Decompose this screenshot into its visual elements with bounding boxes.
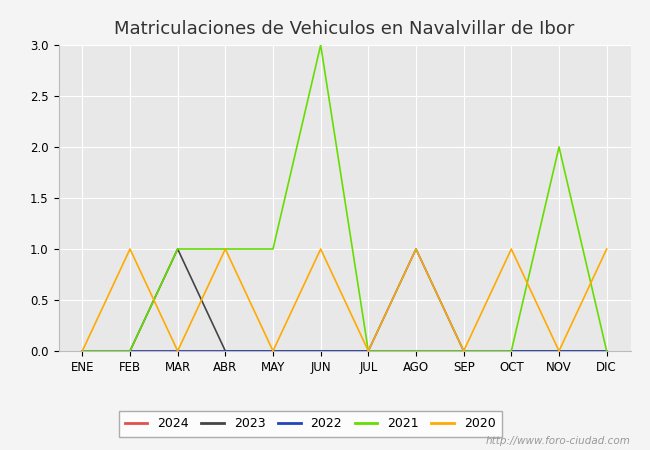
Line: 2020: 2020 (83, 249, 606, 351)
2021 (126, 348, 134, 354)
2021 (222, 246, 229, 252)
2023 (174, 246, 181, 252)
2020 (508, 246, 515, 252)
2023 (603, 348, 610, 354)
2020 (317, 246, 324, 252)
2022 (365, 348, 372, 354)
2023 (365, 348, 372, 354)
2020 (126, 246, 134, 252)
2021 (460, 348, 467, 354)
2022 (555, 348, 563, 354)
2024 (508, 348, 515, 354)
2021 (603, 348, 610, 354)
2024 (365, 348, 372, 354)
2020 (222, 246, 229, 252)
Legend: 2024, 2023, 2022, 2021, 2020: 2024, 2023, 2022, 2021, 2020 (118, 411, 502, 436)
2022 (460, 348, 467, 354)
2024 (269, 348, 277, 354)
2024 (79, 348, 86, 354)
2020 (412, 246, 420, 252)
2021 (555, 144, 563, 150)
2021 (174, 246, 181, 252)
2024 (412, 348, 420, 354)
2023 (269, 348, 277, 354)
2023 (222, 348, 229, 354)
2020 (555, 348, 563, 354)
2020 (174, 348, 181, 354)
2022 (174, 348, 181, 354)
2023 (79, 348, 86, 354)
2022 (508, 348, 515, 354)
2024 (603, 348, 610, 354)
2024 (555, 348, 563, 354)
Line: 2023: 2023 (83, 249, 606, 351)
2021 (269, 246, 277, 252)
2022 (412, 246, 420, 252)
2024 (460, 348, 467, 354)
2022 (317, 348, 324, 354)
2021 (365, 348, 372, 354)
Text: http://www.foro-ciudad.com: http://www.foro-ciudad.com (486, 436, 630, 446)
2024 (174, 348, 181, 354)
2020 (603, 246, 610, 252)
2023 (508, 348, 515, 354)
2023 (412, 348, 420, 354)
2024 (222, 348, 229, 354)
2022 (222, 348, 229, 354)
2021 (412, 348, 420, 354)
2021 (79, 348, 86, 354)
2023 (317, 348, 324, 354)
2022 (603, 348, 610, 354)
2023 (460, 348, 467, 354)
2020 (79, 348, 86, 354)
2020 (365, 348, 372, 354)
2024 (126, 348, 134, 354)
Line: 2022: 2022 (83, 249, 606, 351)
Title: Matriculaciones de Vehiculos en Navalvillar de Ibor: Matriculaciones de Vehiculos en Navalvil… (114, 20, 575, 38)
2022 (126, 348, 134, 354)
2022 (79, 348, 86, 354)
2021 (508, 348, 515, 354)
2024 (317, 348, 324, 354)
2023 (555, 348, 563, 354)
2020 (269, 348, 277, 354)
2020 (460, 348, 467, 354)
Line: 2021: 2021 (83, 45, 606, 351)
2022 (269, 348, 277, 354)
2023 (126, 348, 134, 354)
2021 (317, 42, 324, 48)
